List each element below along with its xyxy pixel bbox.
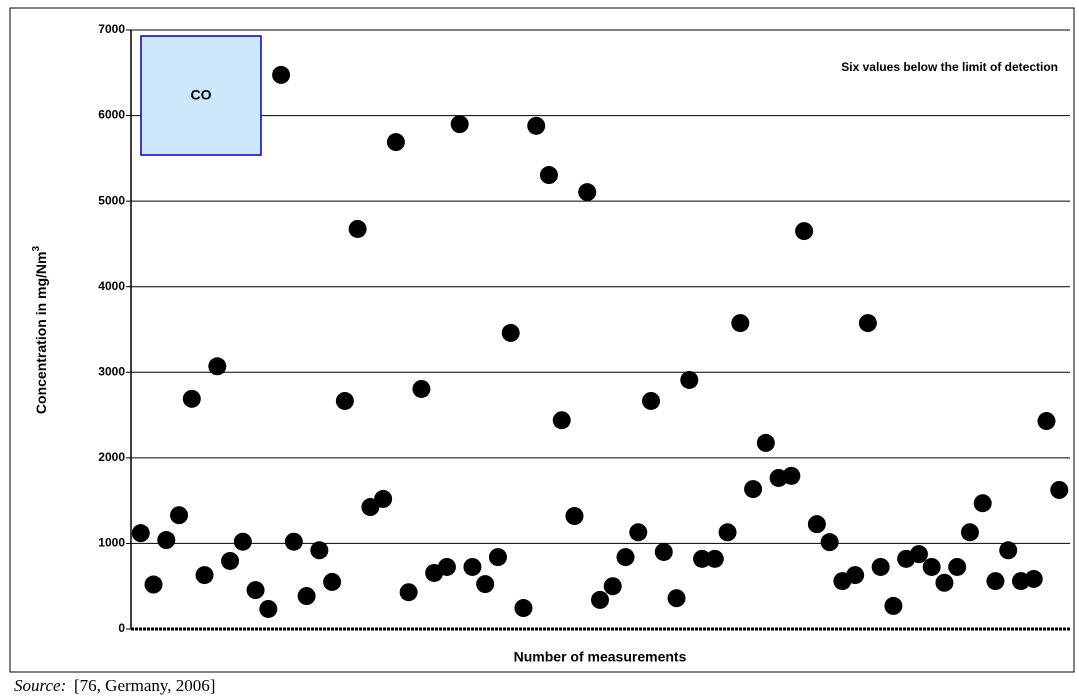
point: [348, 219, 367, 238]
point: [909, 545, 928, 564]
point: [718, 523, 737, 542]
annotation: Six values below the limit of detection: [841, 60, 1058, 74]
x-axis-label: Number of measurements: [514, 649, 687, 665]
point: [310, 541, 329, 560]
point: [629, 523, 648, 542]
point: [973, 494, 992, 513]
point: [208, 357, 227, 376]
point: [246, 581, 265, 600]
point: [552, 411, 571, 430]
legend-label: CO: [191, 87, 212, 103]
point: [960, 523, 979, 542]
y-tick-label: 6000: [98, 108, 125, 122]
point: [437, 557, 456, 576]
point: [782, 466, 801, 485]
point: [463, 557, 482, 576]
point: [450, 115, 469, 134]
point: [1024, 569, 1043, 588]
point: [1050, 480, 1069, 499]
point: [642, 391, 661, 410]
point: [603, 577, 622, 596]
point: [935, 573, 954, 592]
y-tick-label: 7000: [98, 22, 125, 36]
point: [284, 532, 303, 551]
y-tick-label: 1000: [98, 536, 125, 550]
point: [680, 370, 699, 389]
y-axis-label-sup: 3: [31, 246, 42, 252]
source: [76, Germany, 2006]: [74, 676, 215, 695]
point: [323, 572, 342, 591]
point: [476, 575, 495, 594]
y-tick-label: 4000: [98, 279, 125, 293]
point: [922, 557, 941, 576]
point: [488, 548, 507, 567]
point: [297, 587, 316, 606]
point: [182, 389, 201, 408]
legend-box: [140, 35, 262, 156]
point: [616, 548, 635, 567]
point: [157, 531, 176, 550]
point: [527, 116, 546, 135]
point: [858, 314, 877, 333]
point: [693, 549, 712, 568]
frame: [9, 7, 1075, 673]
point: [1037, 412, 1056, 431]
point: [170, 506, 189, 525]
point: [361, 498, 380, 517]
point: [884, 596, 903, 615]
point: [501, 323, 520, 342]
point: [591, 590, 609, 609]
point: [144, 575, 163, 594]
point: [846, 566, 865, 585]
point: [756, 433, 775, 452]
point: [999, 541, 1018, 560]
point: [131, 524, 150, 543]
point: [565, 507, 584, 526]
point: [654, 542, 673, 561]
point: [578, 183, 597, 202]
point: [374, 489, 393, 508]
y-tick-label: 0: [118, 621, 125, 635]
point: [233, 532, 252, 551]
point: [386, 133, 405, 152]
point: [705, 549, 724, 568]
y-axis-label-main: Concentration in mg/Nm: [33, 252, 49, 415]
source-label: Source:: [14, 676, 66, 695]
y-axis-label: Concentration in mg/Nm3: [31, 246, 49, 415]
y-tick-label: 5000: [98, 193, 125, 207]
point: [731, 314, 750, 333]
point: [795, 222, 814, 241]
point: [986, 572, 1005, 591]
point: [399, 583, 418, 602]
point: [948, 557, 967, 576]
point: [259, 599, 278, 618]
point: [539, 166, 558, 185]
point: [335, 391, 354, 410]
y-tick-label: 3000: [98, 364, 125, 378]
point: [871, 557, 890, 576]
y-tick-label: 2000: [98, 450, 125, 464]
point: [221, 551, 240, 570]
point: [412, 379, 431, 398]
point: [514, 599, 533, 618]
point: [807, 515, 826, 534]
point: [272, 65, 291, 84]
point: [195, 566, 214, 585]
point: [820, 533, 839, 552]
point: [667, 589, 686, 608]
point: [744, 480, 763, 499]
